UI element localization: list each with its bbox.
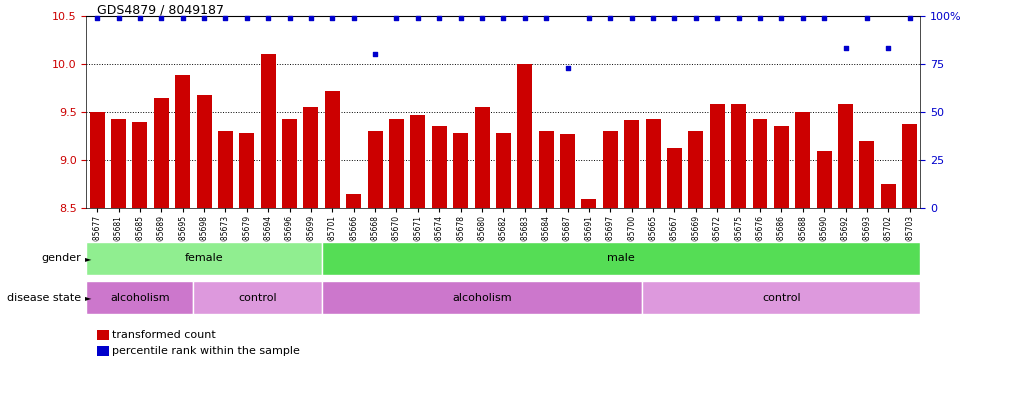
Bar bbox=[89, 112, 105, 208]
Point bbox=[901, 15, 917, 21]
Text: control: control bbox=[762, 293, 800, 303]
Bar bbox=[603, 131, 617, 208]
Point bbox=[196, 15, 213, 21]
Point bbox=[602, 15, 618, 21]
Bar bbox=[346, 194, 361, 208]
Bar bbox=[539, 131, 553, 208]
Bar bbox=[432, 127, 446, 208]
Bar bbox=[321, 242, 920, 275]
Bar bbox=[193, 281, 321, 314]
Bar bbox=[902, 123, 917, 208]
Bar bbox=[859, 141, 875, 208]
Point bbox=[154, 15, 170, 21]
Bar bbox=[454, 133, 468, 208]
Point bbox=[559, 64, 576, 71]
Point bbox=[687, 15, 704, 21]
Text: male: male bbox=[607, 253, 635, 263]
Text: female: female bbox=[185, 253, 224, 263]
Point bbox=[260, 15, 277, 21]
Point bbox=[730, 15, 746, 21]
Point bbox=[645, 15, 661, 21]
Bar bbox=[86, 281, 193, 314]
Point bbox=[132, 15, 148, 21]
Bar bbox=[795, 112, 811, 208]
Bar bbox=[582, 199, 596, 208]
Point bbox=[517, 15, 533, 21]
Point bbox=[837, 45, 853, 51]
Point bbox=[495, 15, 512, 21]
Bar bbox=[324, 91, 340, 208]
Bar bbox=[518, 64, 532, 208]
Point bbox=[623, 15, 640, 21]
Point bbox=[666, 15, 682, 21]
Bar bbox=[689, 131, 704, 208]
Bar bbox=[643, 281, 920, 314]
Point bbox=[111, 15, 127, 21]
Point bbox=[880, 45, 896, 51]
Point bbox=[218, 15, 234, 21]
Bar bbox=[218, 131, 233, 208]
Point bbox=[431, 15, 447, 21]
Text: alcoholism: alcoholism bbox=[453, 293, 512, 303]
Bar bbox=[321, 281, 643, 314]
Bar bbox=[367, 131, 382, 208]
Bar bbox=[646, 119, 661, 208]
Point bbox=[239, 15, 255, 21]
Bar bbox=[390, 119, 404, 208]
Bar bbox=[560, 134, 575, 208]
Point bbox=[367, 51, 383, 57]
Point bbox=[453, 15, 469, 21]
Bar bbox=[710, 104, 725, 208]
Text: alcoholism: alcoholism bbox=[110, 293, 170, 303]
Bar bbox=[260, 54, 276, 208]
Bar bbox=[196, 95, 212, 208]
Text: ►: ► bbox=[85, 254, 92, 263]
Point bbox=[346, 15, 362, 21]
Point bbox=[324, 15, 341, 21]
Bar bbox=[411, 115, 425, 208]
Bar bbox=[774, 127, 789, 208]
Point bbox=[410, 15, 426, 21]
Bar bbox=[86, 242, 321, 275]
Bar bbox=[667, 148, 682, 208]
Point bbox=[794, 15, 811, 21]
Bar bbox=[282, 119, 297, 208]
Point bbox=[581, 15, 597, 21]
Point bbox=[709, 15, 725, 21]
Point bbox=[282, 15, 298, 21]
Text: GDS4879 / 8049187: GDS4879 / 8049187 bbox=[97, 4, 224, 17]
Text: control: control bbox=[238, 293, 277, 303]
Text: percentile rank within the sample: percentile rank within the sample bbox=[112, 345, 300, 356]
Text: disease state: disease state bbox=[7, 293, 81, 303]
Bar bbox=[624, 120, 640, 208]
Point bbox=[773, 15, 789, 21]
Bar bbox=[496, 133, 511, 208]
Text: ►: ► bbox=[85, 293, 92, 302]
Point bbox=[752, 15, 768, 21]
Bar bbox=[753, 119, 768, 208]
Bar bbox=[475, 107, 489, 208]
Text: gender: gender bbox=[42, 253, 81, 263]
Bar bbox=[817, 151, 832, 208]
Point bbox=[89, 15, 106, 21]
Point bbox=[538, 15, 554, 21]
Bar bbox=[731, 104, 746, 208]
Point bbox=[388, 15, 405, 21]
Bar bbox=[154, 97, 169, 208]
Point bbox=[303, 15, 319, 21]
Bar bbox=[111, 119, 126, 208]
Bar bbox=[881, 184, 896, 208]
Bar bbox=[303, 107, 318, 208]
Text: transformed count: transformed count bbox=[112, 330, 216, 340]
Bar bbox=[175, 75, 190, 208]
Point bbox=[816, 15, 832, 21]
Point bbox=[474, 15, 490, 21]
Point bbox=[175, 15, 191, 21]
Bar bbox=[132, 122, 147, 208]
Bar bbox=[239, 133, 254, 208]
Bar bbox=[838, 104, 853, 208]
Point bbox=[858, 15, 875, 21]
